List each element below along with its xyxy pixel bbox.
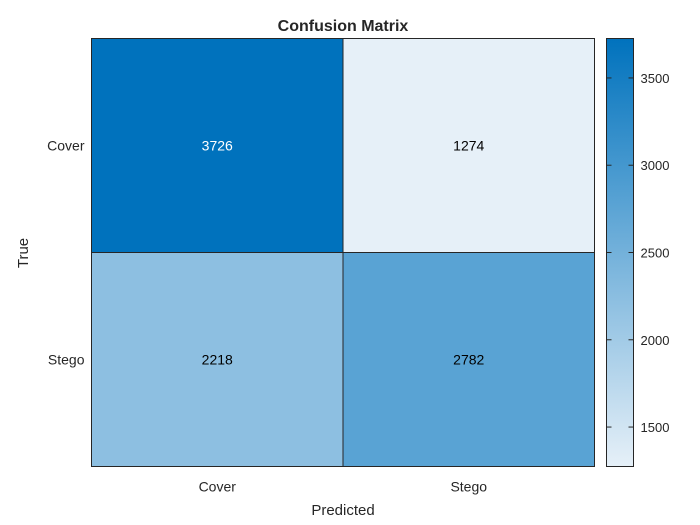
cell-value-label: 3726 — [202, 138, 233, 154]
cell-value-label: 2218 — [202, 352, 233, 368]
y-tick-labels: Cover Stego — [47, 138, 85, 368]
x-tick-label: Cover — [199, 479, 237, 495]
heatmap-cell-stego-cover — [91, 252, 344, 467]
colorbar-ticks: 1500 2000 2500 3000 3500 — [606, 71, 670, 435]
heatmap-cell-cover-cover — [91, 38, 344, 253]
x-axis-label: Predicted — [311, 502, 374, 519]
x-tick-labels: Cover Stego — [199, 479, 488, 495]
heatmap-cell-stego-stego — [342, 252, 595, 467]
chart-title: Confusion Matrix — [278, 18, 409, 35]
x-tick-label: Stego — [450, 479, 487, 495]
y-tick-label: Cover — [47, 138, 85, 154]
cell-value-label: 2782 — [453, 352, 484, 368]
y-axis-label: True — [15, 238, 32, 268]
colorbar-tick-label: 3500 — [641, 71, 670, 86]
y-tick-label: Stego — [48, 352, 85, 368]
cell-value-label: 1274 — [453, 138, 484, 154]
colorbar-tick-label: 2500 — [641, 246, 670, 261]
colorbar-tick-label: 1500 — [641, 420, 670, 435]
plot-border — [91, 38, 595, 467]
heatmap-cells — [91, 38, 595, 467]
colorbar-tick-label: 3000 — [641, 158, 670, 173]
heatmap-cell-labels: 3726 1274 2218 2782 — [202, 138, 485, 368]
colorbar-tick-label: 2000 — [641, 333, 670, 348]
heatmap-cell-cover-stego — [342, 38, 595, 253]
